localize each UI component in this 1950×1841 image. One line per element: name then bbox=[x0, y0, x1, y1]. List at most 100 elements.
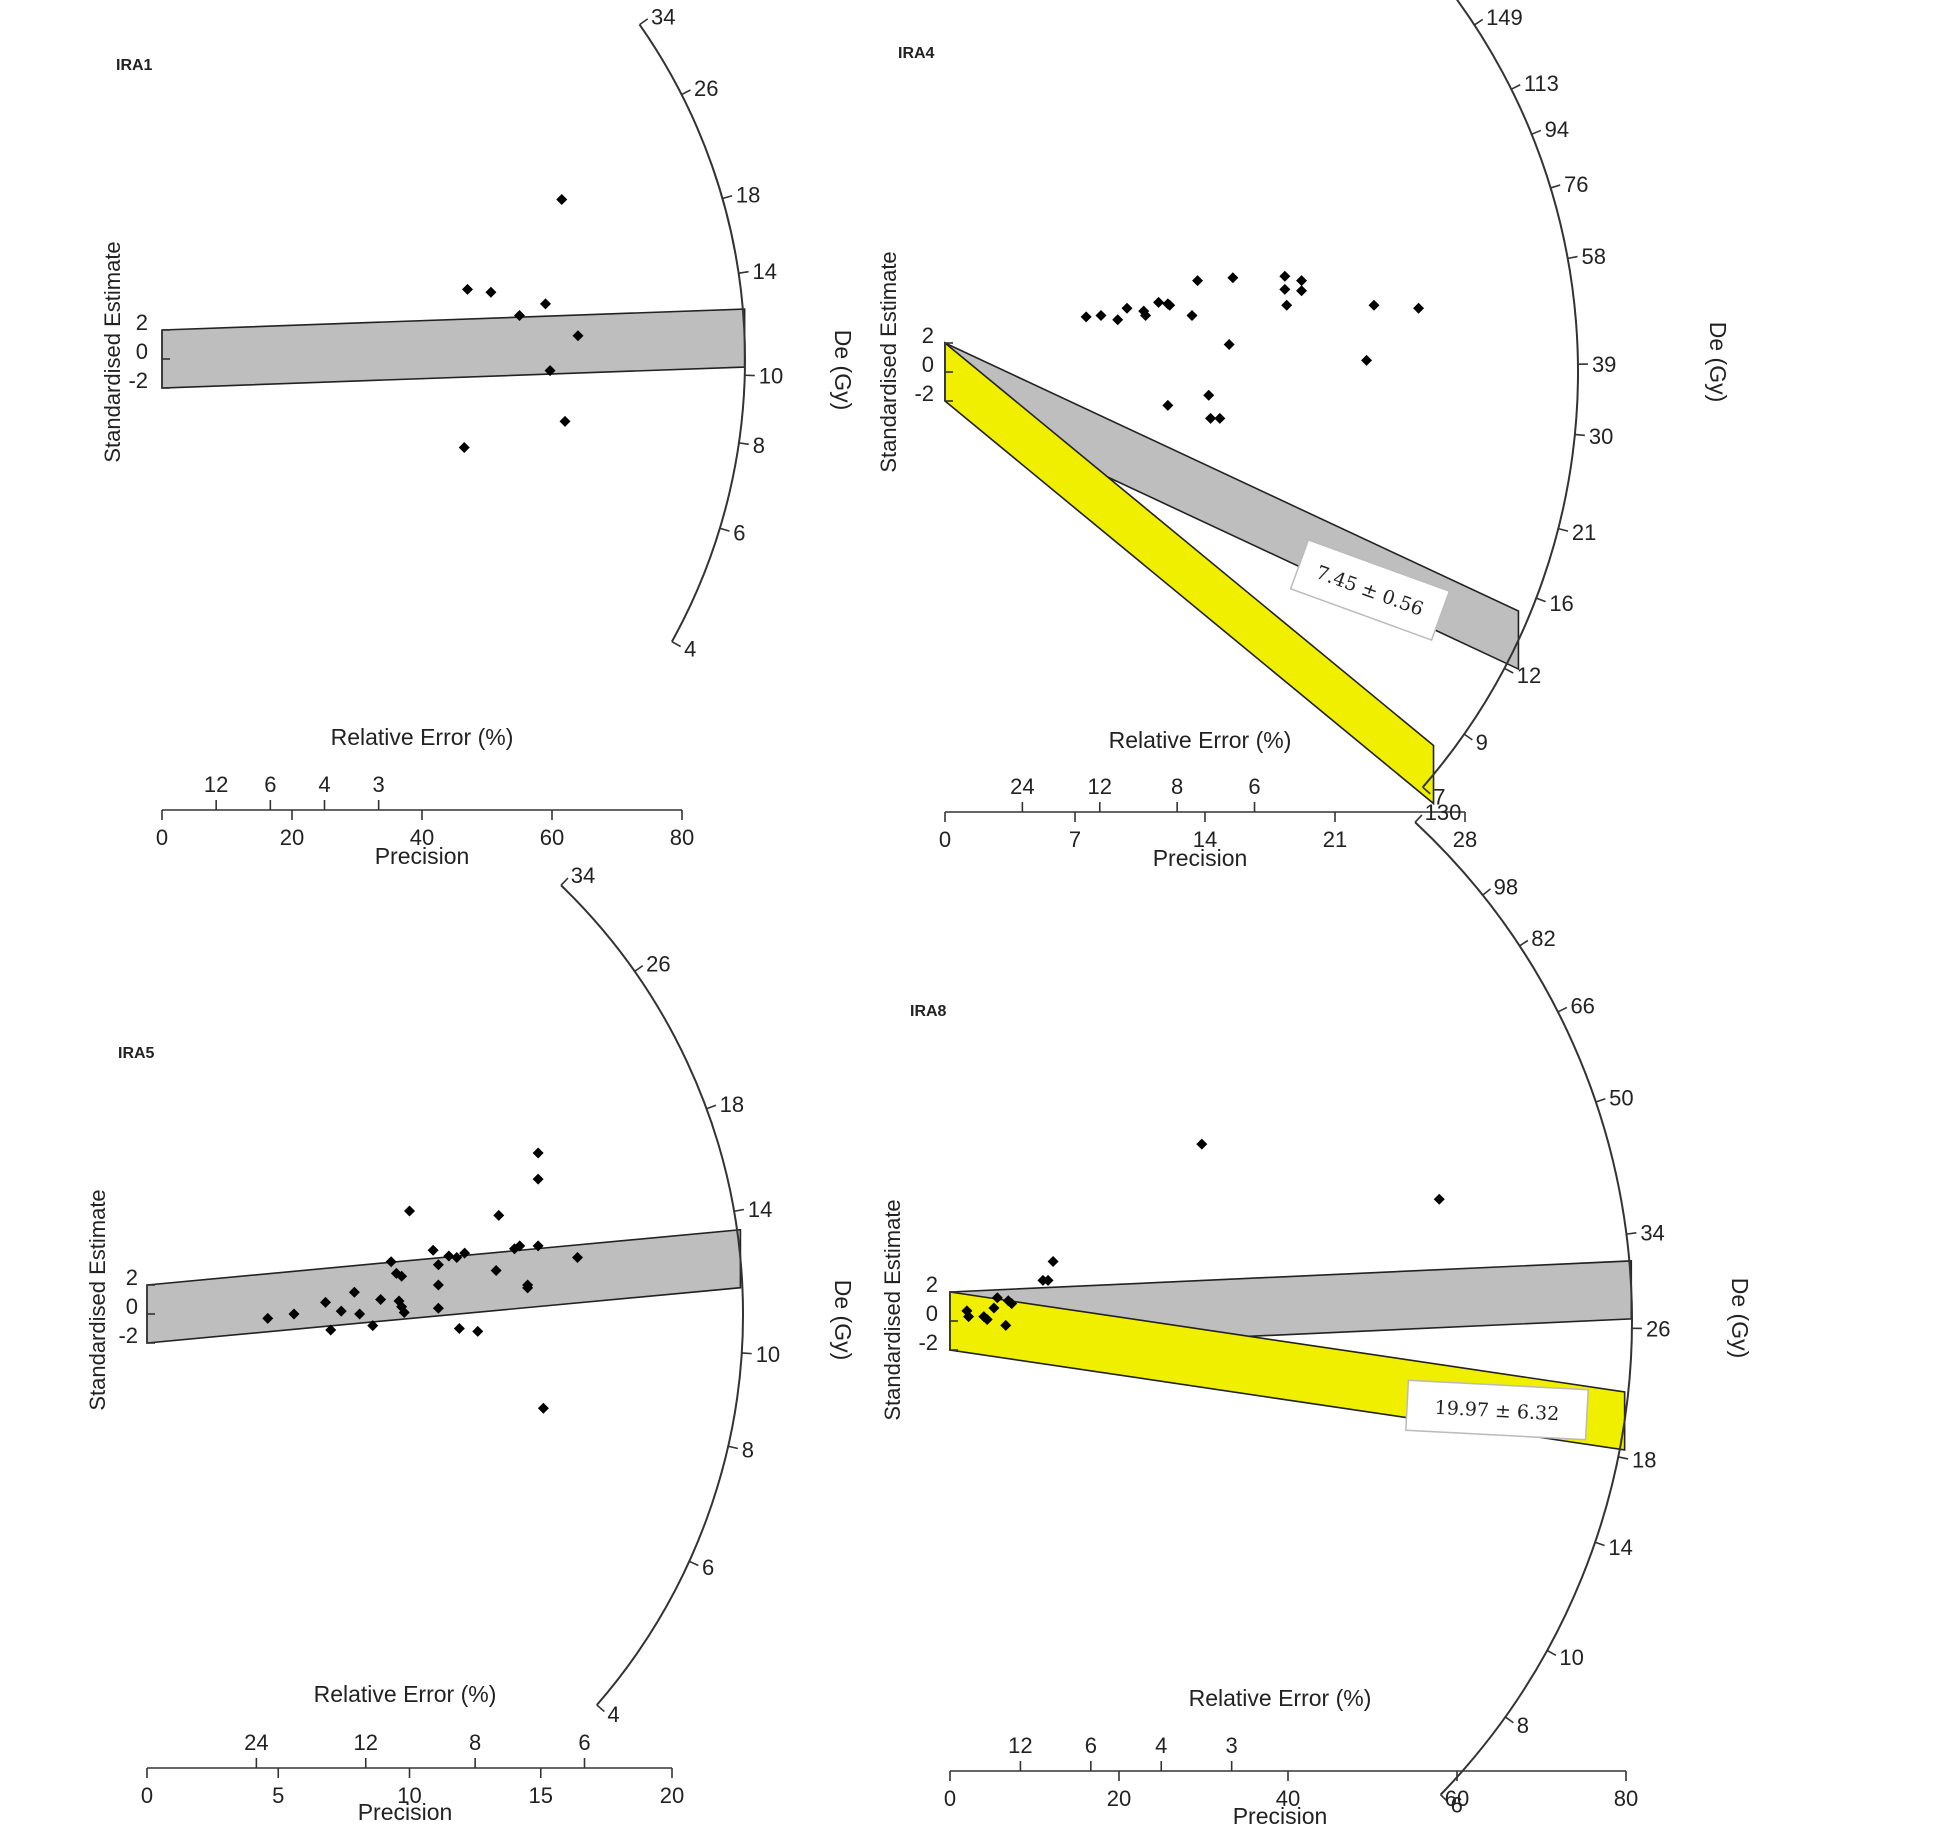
precision-tick-label: 60 bbox=[1445, 1786, 1469, 1811]
de-tick-label: 18 bbox=[736, 183, 760, 208]
de-tick bbox=[1482, 888, 1492, 896]
precision-label: Precision bbox=[375, 843, 470, 869]
data-point bbox=[1279, 270, 1291, 282]
panel-title: IRA5 bbox=[118, 1045, 155, 1062]
de-tick bbox=[596, 1704, 605, 1713]
data-point bbox=[348, 1286, 360, 1298]
precision-tick-label: 80 bbox=[1614, 1786, 1638, 1811]
precision-tick-label: 0 bbox=[944, 1786, 956, 1811]
de-tick-label: 98 bbox=[1494, 874, 1518, 899]
data-point bbox=[1042, 1274, 1054, 1286]
se-tick-label: 0 bbox=[926, 1301, 938, 1326]
de-tick-label: 10 bbox=[756, 1342, 780, 1367]
de-tick bbox=[741, 1352, 752, 1355]
data-point bbox=[1140, 309, 1152, 321]
de-tick bbox=[719, 527, 730, 532]
data-point bbox=[572, 330, 584, 342]
data-point bbox=[963, 1311, 975, 1323]
de-tick-label: 18 bbox=[720, 1092, 744, 1117]
de-tick bbox=[1567, 255, 1578, 260]
relative-error-tick-label: 3 bbox=[373, 772, 385, 797]
data-point bbox=[556, 194, 568, 205]
de-tick-label: 76 bbox=[1564, 172, 1588, 197]
data-point bbox=[320, 1296, 331, 1308]
chart-panel-ira4: IRA4 29726022318614911394765839302116129… bbox=[876, 0, 1731, 871]
se-tick-label: 2 bbox=[922, 323, 934, 348]
precision-label: Precision bbox=[1153, 845, 1248, 871]
standardised-estimate-label: Standardised Estimate bbox=[880, 1199, 905, 1420]
de-tick bbox=[706, 1104, 717, 1110]
de-tick-label: 14 bbox=[1608, 1535, 1632, 1560]
data-point bbox=[1164, 299, 1176, 311]
standardised-estimate-label: Standardised Estimate bbox=[85, 1189, 110, 1410]
de-tick-label: 14 bbox=[752, 259, 776, 284]
data-point bbox=[1121, 302, 1133, 314]
de-tick-label: 30 bbox=[1589, 424, 1613, 449]
de-tick-label: 26 bbox=[1646, 1316, 1670, 1341]
data-point bbox=[432, 1259, 444, 1271]
data-point bbox=[1227, 272, 1239, 284]
se-tick-label: 2 bbox=[926, 1272, 938, 1297]
de-tick-label: 16 bbox=[1549, 591, 1573, 616]
precision-tick-label: 10 bbox=[397, 1783, 421, 1808]
de-tick-label: 66 bbox=[1570, 994, 1594, 1019]
annotation-frame bbox=[1405, 1379, 1589, 1441]
de-tick-label: 8 bbox=[753, 433, 765, 458]
de-tick bbox=[1550, 184, 1561, 189]
panel-title: IRA8 bbox=[910, 1003, 947, 1020]
data-point bbox=[472, 1325, 484, 1337]
relative-error-label: Relative Error (%) bbox=[331, 724, 514, 750]
relative-error-tick-label: 12 bbox=[354, 1730, 378, 1755]
de-tick bbox=[1440, 1794, 1449, 1803]
de-tick bbox=[1463, 733, 1473, 741]
de-tick bbox=[1618, 1456, 1629, 1460]
data-point bbox=[404, 1205, 415, 1217]
data-point bbox=[325, 1324, 337, 1336]
data-point bbox=[522, 1282, 534, 1294]
data-point bbox=[1080, 311, 1092, 323]
data-point bbox=[1413, 302, 1425, 314]
data-point bbox=[532, 1173, 544, 1185]
de-tick bbox=[1595, 1098, 1606, 1103]
de-tick-label: 6 bbox=[1451, 1792, 1463, 1817]
relative-error-tick-label: 12 bbox=[1088, 774, 1112, 799]
data-point bbox=[453, 1323, 465, 1334]
data-point bbox=[572, 1251, 583, 1263]
data-point bbox=[1112, 314, 1124, 326]
de-tick-label: 7 bbox=[1433, 784, 1445, 809]
relative-error-tick-label: 4 bbox=[1155, 1733, 1167, 1758]
annotation-frame bbox=[1289, 538, 1451, 642]
se-tick-label: 2 bbox=[126, 1265, 138, 1290]
de-arc bbox=[638, 24, 746, 643]
de-tick bbox=[1510, 84, 1521, 90]
de-tick-label: 50 bbox=[1609, 1086, 1633, 1111]
de-axis-label: De (Gy) bbox=[1727, 1278, 1753, 1359]
data-point bbox=[514, 1240, 526, 1252]
de-tick bbox=[681, 89, 691, 96]
data-point bbox=[1296, 275, 1308, 287]
data-point bbox=[451, 1251, 463, 1263]
de-tick-label: 8 bbox=[1517, 1713, 1529, 1738]
de-axis-label: De (Gy) bbox=[830, 330, 856, 411]
relative-error-tick-label: 12 bbox=[204, 772, 228, 797]
de-tick-label: 58 bbox=[1581, 244, 1605, 269]
de-tick-label: 9 bbox=[1476, 730, 1488, 755]
de-tick-label: 4 bbox=[684, 636, 696, 661]
panel-title: IRA4 bbox=[898, 45, 935, 62]
precision-tick-label: 60 bbox=[540, 825, 564, 850]
data-point bbox=[262, 1312, 274, 1324]
se-tick-label: -2 bbox=[918, 1330, 938, 1355]
de-tick bbox=[1519, 939, 1529, 947]
precision-tick-label: 28 bbox=[1453, 827, 1477, 852]
de-tick-label: 10 bbox=[1559, 1645, 1583, 1670]
data-point bbox=[537, 1402, 549, 1414]
de-tick bbox=[1574, 433, 1585, 437]
data-point bbox=[1153, 296, 1165, 308]
de-arc bbox=[1414, 821, 1633, 1796]
precision-tick-label: 20 bbox=[280, 825, 304, 850]
standardised-estimate-label: Standardised Estimate bbox=[100, 241, 125, 462]
de-tick bbox=[1503, 667, 1514, 674]
central-value-band bbox=[161, 308, 746, 389]
